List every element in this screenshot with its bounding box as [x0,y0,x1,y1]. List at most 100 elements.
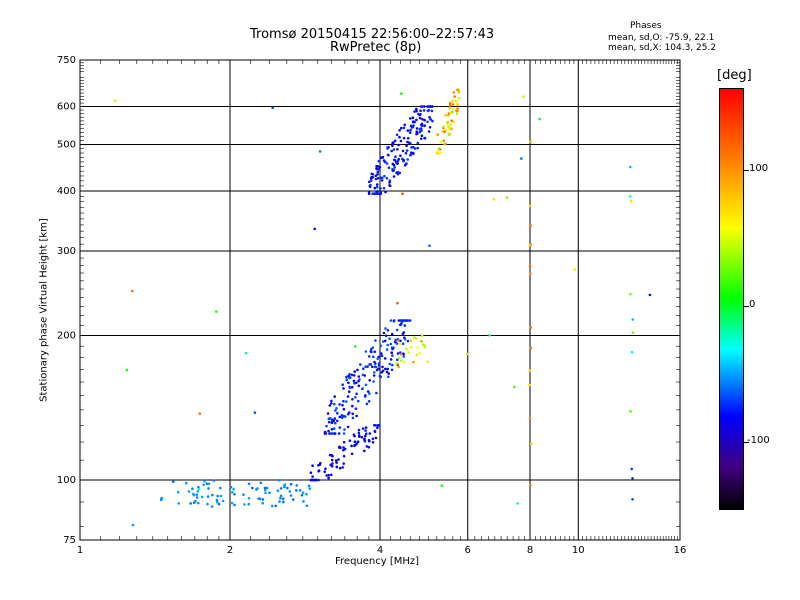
data-point [399,322,403,326]
data-point [423,344,427,347]
data-point [289,482,293,486]
data-point [388,362,392,366]
data-point [528,204,532,208]
data-point [217,502,221,506]
data-point [352,379,356,383]
data-point [387,375,390,379]
data-point [429,105,433,108]
data-point [437,151,441,155]
data-point [261,501,265,505]
x-tick-label: 10 [572,545,585,556]
x-tick-label: 6 [465,545,471,556]
data-point [368,439,371,443]
data-point [415,109,418,113]
data-point [346,425,350,429]
data-point [420,123,423,126]
data-point [219,486,222,490]
data-point [195,493,199,496]
data-point [342,414,346,418]
data-point [420,134,424,138]
data-point [359,363,362,366]
data-point [421,118,424,121]
data-point [413,110,416,113]
data-point [301,491,305,495]
data-point [295,489,298,492]
data-point [333,395,337,398]
data-point [268,491,271,495]
data-point [305,492,308,496]
data-point [397,143,400,147]
data-point [160,498,163,502]
data-point [448,126,452,130]
data-point [330,453,334,457]
data-point [125,368,129,372]
data-point [358,435,361,438]
data-point [385,177,389,180]
data-point [291,498,295,501]
data-point [401,319,405,322]
data-point [261,498,265,501]
data-point [391,168,394,171]
data-point [346,395,350,398]
data-point [416,346,419,349]
data-point [416,132,419,135]
x-tick-label: 8 [527,545,533,556]
data-point [418,116,422,120]
data-point [253,411,257,415]
data-point [341,466,345,469]
data-point [392,319,396,323]
data-point [427,130,431,133]
data-point [368,363,371,366]
y-tick-label: 75 [63,535,76,546]
data-point [401,342,405,346]
data-point [330,402,333,405]
data-point [330,421,334,425]
data-point [326,412,330,415]
data-point [382,186,386,190]
data-point [386,329,390,332]
data-point [364,383,368,387]
data-point [323,470,327,474]
data-point [375,368,379,372]
data-point [338,445,341,449]
data-point [342,399,345,403]
data-point [396,301,399,305]
data-point [354,396,357,399]
data-point [401,192,404,196]
data-point [364,350,368,353]
data-point [402,159,405,163]
data-point [397,365,401,369]
data-point [328,417,332,420]
data-point [374,339,377,342]
data-point [390,332,394,336]
data-point [402,136,406,140]
data-point [185,481,188,485]
data-point [405,144,408,148]
data-point [402,126,406,130]
colorbar-tick-mark [744,305,749,307]
data-point [446,121,450,124]
data-point [361,387,365,390]
data-point [406,339,410,343]
data-point [631,331,635,335]
data-point [384,367,387,371]
data-point [426,120,429,124]
data-point [428,126,432,129]
data-point [334,459,338,462]
data-point [230,501,234,505]
data-point [205,482,209,486]
data-point [420,340,423,343]
data-point [377,168,381,171]
data-point [372,355,375,359]
data-point [630,350,634,354]
data-point [198,412,202,416]
data-point [369,183,372,187]
data-point [456,102,459,106]
data-point [381,365,384,369]
data-point [327,420,331,424]
data-point [386,343,390,347]
data-point [416,146,420,150]
data-point [431,119,434,123]
data-point [362,367,365,371]
data-point [368,180,371,184]
